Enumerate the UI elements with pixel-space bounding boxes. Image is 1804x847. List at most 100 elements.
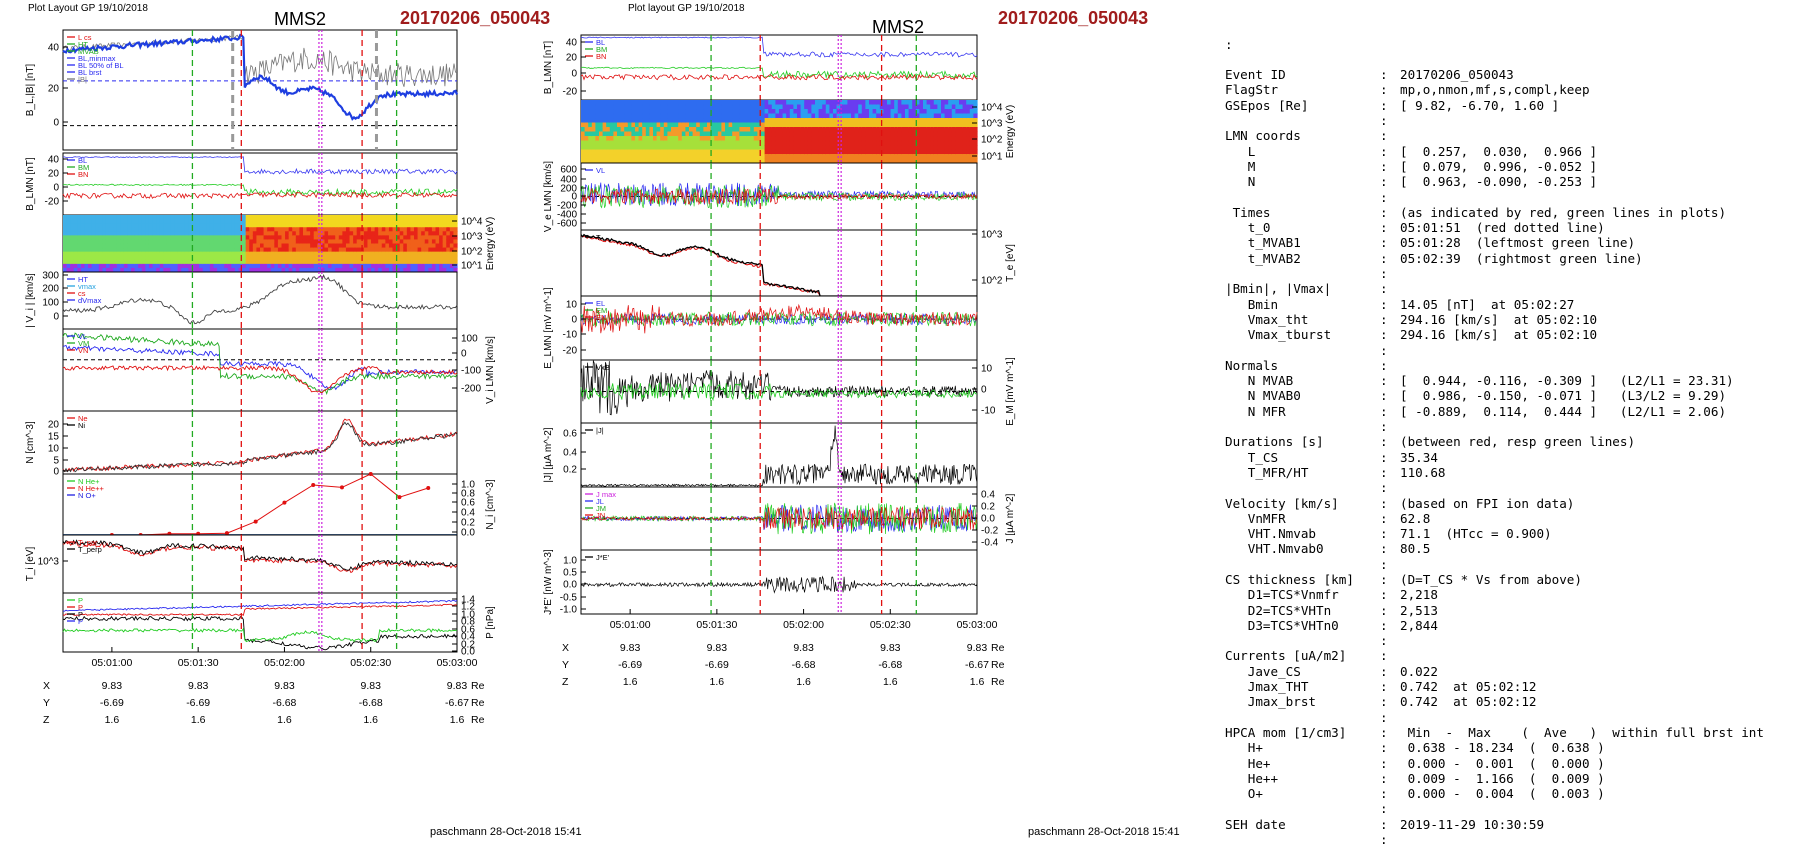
spectrogram-cell <box>912 104 917 110</box>
spectrogram-cell <box>764 118 769 124</box>
spectrogram-cell <box>292 219 297 224</box>
spectrogram-cell <box>428 259 433 265</box>
spectrogram-cell <box>599 118 604 124</box>
spectrogram-cell <box>270 259 275 265</box>
spectrogram-cell <box>77 263 82 269</box>
spectrogram-cell <box>163 251 168 257</box>
spectrogram-cell <box>98 239 103 245</box>
spectrogram-cell <box>753 113 758 119</box>
spectrogram-cell <box>109 235 114 241</box>
spectrogram-cell <box>930 127 935 133</box>
spectrogram-cell <box>95 243 100 249</box>
spectrogram-cell <box>915 154 920 160</box>
data-point <box>339 485 344 490</box>
spectrogram-cell <box>396 267 401 273</box>
spectrogram-cell <box>166 243 172 249</box>
spectrogram-cell <box>199 251 204 257</box>
spectrogram-cell <box>757 100 762 106</box>
spectrogram-cell <box>363 235 369 241</box>
spectrogram-cell <box>930 136 935 142</box>
spectrogram-cell <box>446 223 451 228</box>
spectrogram-cell <box>399 231 404 236</box>
spectrogram-cell <box>797 113 802 119</box>
spectrogram-cell <box>649 154 654 160</box>
spectrogram-cell <box>649 131 654 137</box>
spectrogram-cell <box>858 118 863 124</box>
spectrogram-cell <box>703 131 708 137</box>
spectrogram-cell <box>328 259 333 265</box>
spectrogram-cell <box>905 158 910 164</box>
spectrogram-cell <box>134 251 139 257</box>
spectrogram-cell <box>267 235 272 241</box>
spectrogram-cell <box>969 154 974 160</box>
spectrogram-cell <box>328 243 333 249</box>
y-tick-label: 0.8 <box>461 489 475 500</box>
spectrogram-cell <box>937 131 942 137</box>
spectrogram-cell <box>159 255 164 261</box>
spectrogram-cell <box>177 267 182 273</box>
spectrogram-cell <box>710 140 715 146</box>
spectrogram-cell <box>127 239 132 245</box>
y-tick-label: 0 <box>53 118 59 129</box>
spectrogram-cell <box>689 104 694 110</box>
spectrogram-cell <box>70 231 75 236</box>
spectrogram-cell <box>328 239 333 245</box>
spectrogram-cell <box>645 127 650 133</box>
spectrogram-cell <box>453 227 458 232</box>
spectrogram-cell <box>353 243 358 249</box>
spectrogram-cell <box>721 118 726 124</box>
spectrogram-cell <box>869 122 874 128</box>
spectrogram-cell <box>782 100 787 106</box>
info-key: Vmax_tht <box>1225 311 1309 327</box>
spectrogram-cell <box>238 247 243 253</box>
spectrogram-cell <box>678 154 683 160</box>
data-point <box>426 486 431 491</box>
spectrogram-cell <box>660 145 665 151</box>
spectrogram-cell <box>378 267 383 273</box>
spectrogram-cell <box>188 247 193 253</box>
spectrogram-cell <box>320 255 326 261</box>
spectrogram-cell <box>584 149 589 155</box>
info-key: VHT.Nmvab <box>1225 526 1316 542</box>
spectrogram-cell <box>242 223 247 228</box>
spectrogram-cell <box>599 113 604 119</box>
spectrogram-cell <box>66 239 71 245</box>
spectrogram-cell <box>825 145 830 151</box>
spectrogram-cell <box>141 247 146 253</box>
spectrogram-cell <box>417 235 422 241</box>
spectrogram-cell <box>951 100 956 106</box>
spectrogram-cell <box>342 267 347 273</box>
spectrogram-cell <box>761 100 766 106</box>
spectrogram-cell <box>227 251 232 257</box>
spectrogram-cell <box>933 154 938 160</box>
spectrogram-cell <box>685 127 690 133</box>
spectrogram-cell <box>91 259 96 265</box>
spectrogram-cell <box>599 131 604 137</box>
panel-6: 100-10 E_M [mV m^-1]VxB <box>580 357 1016 426</box>
spectrogram-cell <box>256 255 261 261</box>
spectrogram-cell <box>442 227 447 232</box>
spectrogram-cell <box>231 235 236 241</box>
spectrogram-cell <box>313 235 318 241</box>
spectrogram-cell <box>310 259 315 265</box>
spectrogram-cell <box>184 215 189 220</box>
spectrogram-cell <box>595 131 600 137</box>
spectrogram-cell <box>822 140 827 146</box>
spectrogram-cell <box>858 154 863 160</box>
spectrogram-cell <box>335 263 340 269</box>
spectrogram-cell <box>638 154 643 160</box>
spectrogram-cell <box>453 215 458 220</box>
spectrogram-cell <box>388 227 394 232</box>
spectrogram-cell <box>750 109 755 115</box>
spectrogram-cell <box>689 118 694 124</box>
series-je <box>580 575 978 594</box>
info-row: N MFR:[ -0.889, 0.114, 0.444 ] (L2/L1 = … <box>1225 404 1801 419</box>
spectrogram-cell <box>631 131 636 137</box>
spectrogram-cell <box>249 219 254 224</box>
info-value: 2,844 <box>1400 617 1438 633</box>
info-row: Durations [s]: (between red, resp green l… <box>1225 434 1801 449</box>
spectrogram-cell <box>908 109 913 115</box>
spectrogram-cell <box>941 113 946 119</box>
spectrogram-cell <box>274 251 279 257</box>
